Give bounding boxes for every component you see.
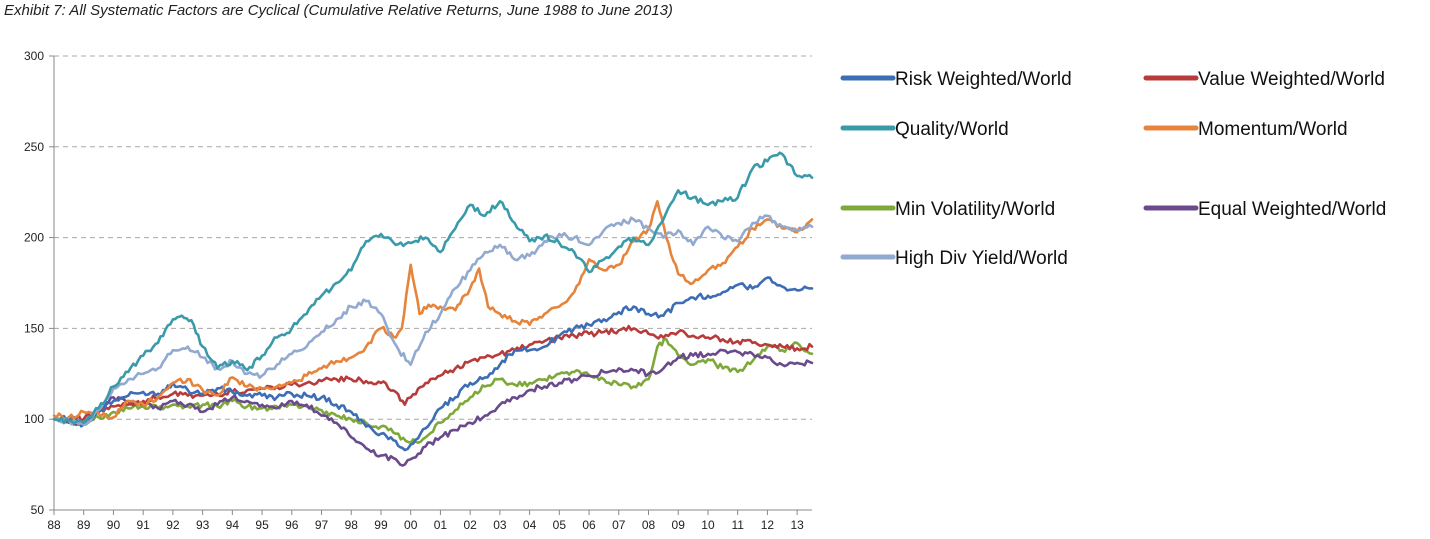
x-tick-label: 00	[404, 518, 418, 532]
x-tick-label: 04	[523, 518, 537, 532]
series-lines	[52, 151, 814, 467]
x-tick-label: 09	[672, 518, 686, 532]
legend-label-high-div-yield-world: High Div Yield/World	[895, 248, 1068, 269]
series-line-high-div-yield-world	[52, 214, 814, 426]
y-tick-label: 100	[24, 412, 44, 426]
legend-label-min-volatility-world: Min Volatility/World	[895, 199, 1055, 220]
x-tick-label: 99	[374, 518, 388, 532]
y-tick-label: 150	[24, 321, 44, 335]
chart-title: Exhibit 7: All Systematic Factors are Cy…	[4, 2, 673, 19]
x-tick-label: 95	[255, 518, 269, 532]
x-tick-label: 89	[77, 518, 91, 532]
y-tick-label: 300	[24, 49, 44, 63]
x-tick-label: 88	[47, 518, 61, 532]
y-tick-label: 250	[24, 140, 44, 154]
legend: Risk Weighted/World Value Weighted/World Q…	[840, 69, 1386, 269]
series-line-momentum-world	[52, 200, 814, 421]
x-tick-label: 01	[434, 518, 448, 532]
series-line-risk-weighted-world	[52, 276, 814, 452]
x-tick-label: 92	[166, 518, 180, 532]
x-tick-label: 90	[107, 518, 121, 532]
x-tick-label: 05	[553, 518, 567, 532]
x-tick-label: 11	[731, 518, 744, 532]
x-tick-label: 12	[761, 518, 775, 532]
x-tick-label: 10	[701, 518, 715, 532]
series-line-value-weighted-world	[52, 324, 814, 422]
x-tick-label: 03	[493, 518, 507, 532]
x-tick-label: 91	[136, 518, 150, 532]
legend-label-quality-world: Quality/World	[895, 119, 1009, 140]
axes: 50 100 150 200 250 300 88 89 90 91 92 93 94 95 96 97 98 9…	[24, 49, 812, 532]
y-tick-label: 200	[24, 231, 44, 245]
x-tick-label: 98	[345, 518, 359, 532]
x-tick-label: 06	[582, 518, 596, 532]
legend-label-equal-weighted-world: Equal Weighted/World	[1198, 199, 1386, 220]
x-tick-label: 94	[226, 518, 240, 532]
x-tick-label: 13	[790, 518, 804, 532]
legend-label-momentum-world: Momentum/World	[1198, 119, 1348, 140]
legend-label-risk-weighted-world: Risk Weighted/World	[895, 69, 1072, 90]
series-line-quality-world	[52, 151, 814, 425]
x-tick-label: 08	[642, 518, 656, 532]
x-tick-label: 07	[612, 518, 626, 532]
x-tick-label: 97	[315, 518, 329, 532]
x-tick-label: 02	[463, 518, 477, 532]
series-line-equal-weighted-world	[52, 348, 814, 467]
x-tick-label: 96	[285, 518, 299, 532]
legend-label-value-weighted-world: Value Weighted/World	[1198, 69, 1385, 90]
y-tick-label: 50	[31, 503, 45, 517]
x-tick-label: 93	[196, 518, 210, 532]
